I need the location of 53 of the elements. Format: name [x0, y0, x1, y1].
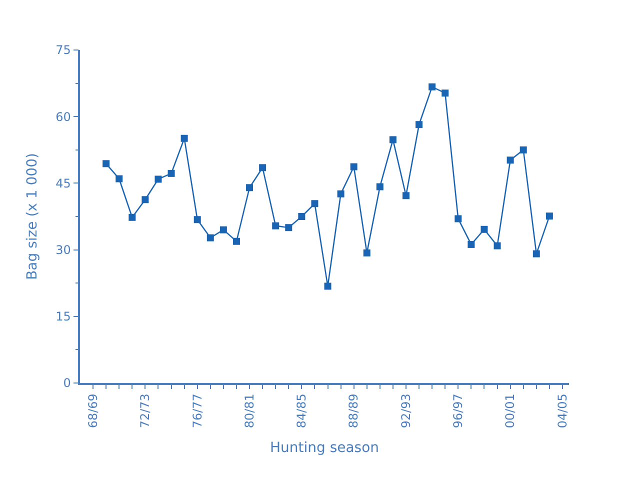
- point: [363, 249, 370, 256]
- point: [220, 226, 227, 234]
- point: [468, 240, 475, 248]
- point: [168, 170, 175, 177]
- point: [180, 134, 188, 142]
- point: [442, 90, 449, 97]
- y-tick-label: 75: [56, 43, 71, 58]
- point: [532, 250, 540, 258]
- point: [232, 238, 240, 245]
- point: [298, 213, 306, 220]
- x-tick-label: 92/93: [398, 394, 413, 428]
- point: [324, 282, 332, 290]
- point: [494, 242, 501, 250]
- point: [546, 212, 553, 220]
- point: [311, 200, 318, 208]
- x-tick-label: 04/05: [555, 394, 570, 428]
- point: [506, 156, 514, 164]
- x-tick-label: 68/69: [86, 394, 100, 428]
- point: [350, 163, 358, 170]
- point: [428, 83, 436, 90]
- point: [285, 224, 292, 232]
- x-tick-label: 76/77: [190, 394, 204, 428]
- point: [520, 146, 527, 154]
- point: [194, 216, 201, 224]
- point: [246, 184, 254, 192]
- x-axis-title: Hunting season: [270, 440, 380, 456]
- point: [206, 234, 214, 242]
- y-tick-label: 30: [56, 243, 71, 257]
- y-tick-label: 45: [56, 176, 71, 190]
- point: [259, 164, 266, 172]
- point: [142, 196, 149, 204]
- point: [402, 192, 410, 200]
- point: [376, 183, 384, 190]
- x-tick-label: 00/01: [503, 394, 518, 428]
- point: [128, 214, 136, 221]
- point: [416, 121, 423, 128]
- x-tick-label: 72/73: [138, 394, 152, 428]
- y-tick-label: 60: [56, 110, 71, 124]
- point: [389, 136, 396, 144]
- y-axis-title: Bag size (x 1 000): [24, 153, 41, 280]
- x-tick-label: 96/97: [451, 394, 466, 428]
- point: [116, 175, 123, 182]
- x-tick-label: 88/89: [346, 394, 361, 428]
- point: [454, 215, 462, 222]
- x-tick-label: 84/85: [294, 394, 309, 428]
- x-tick-label: 80/81: [242, 394, 256, 428]
- point: [154, 176, 162, 183]
- point: [272, 222, 280, 230]
- point: [480, 226, 488, 233]
- y-tick-label: 15: [56, 310, 71, 324]
- y-tick-label: 0: [63, 376, 71, 390]
- point: [337, 190, 344, 198]
- point: [102, 160, 110, 168]
